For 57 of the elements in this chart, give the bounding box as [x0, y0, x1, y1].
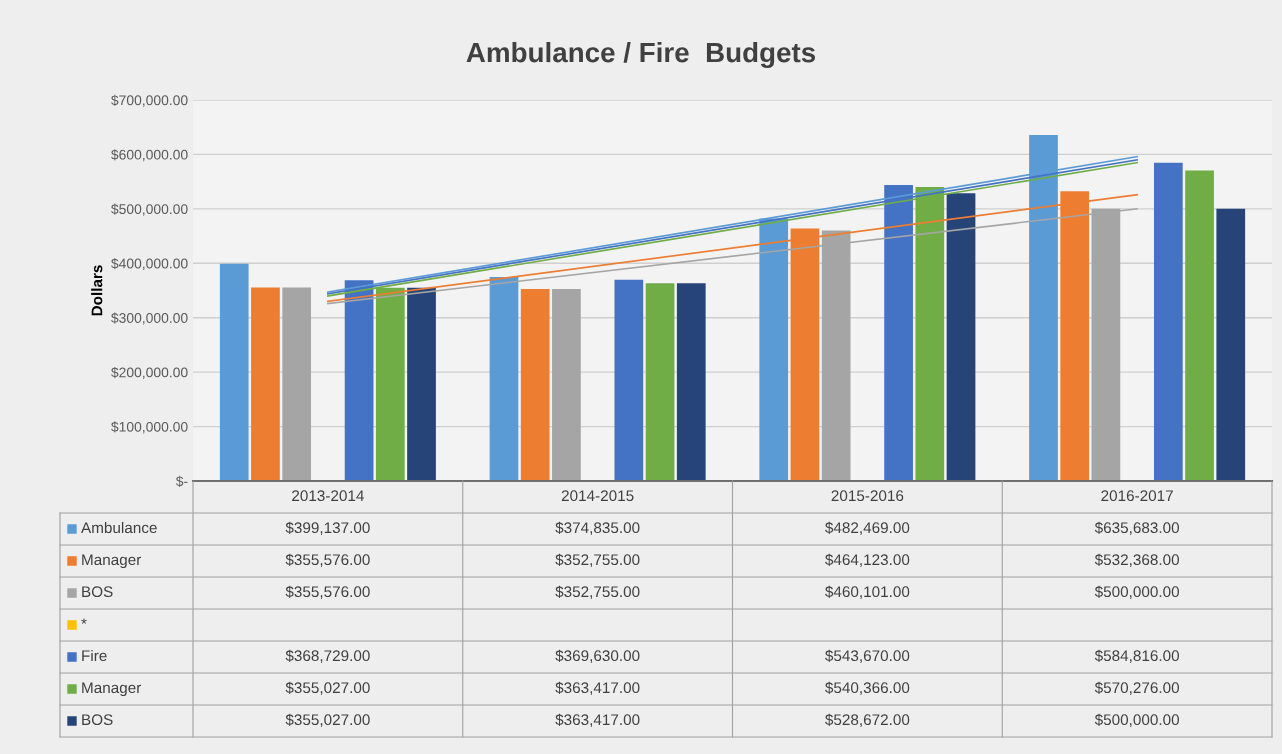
- bar: [489, 276, 519, 481]
- data-label: $355,576.00: [285, 553, 370, 567]
- data-label: $352,755.00: [555, 585, 640, 599]
- data-label: $363,417.00: [555, 713, 640, 727]
- bar: [676, 283, 706, 481]
- bar: [1216, 208, 1246, 481]
- chart-title: Ambulance / Fire Budgets: [466, 41, 816, 69]
- data-label: $460,101.00: [825, 585, 910, 599]
- bar: [1185, 170, 1214, 481]
- data-label: $482,469.00: [825, 521, 910, 535]
- data-label: $543,670.00: [825, 649, 910, 663]
- legend-label: BOS: [82, 586, 113, 598]
- y-tick-label: $500,000.00: [111, 203, 188, 216]
- data-label: $528,672.00: [825, 713, 910, 727]
- data-label: $500,000.00: [1094, 585, 1180, 599]
- data-label: $355,576.00: [285, 585, 370, 599]
- data-label: $464,123.00: [825, 553, 910, 567]
- y-axis-title: Dollars: [91, 265, 103, 316]
- data-label: $635,683.00: [1094, 521, 1180, 535]
- data-label: $355,027.00: [285, 681, 370, 695]
- data-label: $363,417.00: [555, 681, 640, 695]
- data-label: $399,137.00: [285, 521, 370, 535]
- data-label: $369,630.00: [555, 649, 640, 663]
- legend-label: BOS: [82, 714, 113, 726]
- y-tick-label: $600,000.00: [111, 149, 188, 162]
- bar: [251, 287, 280, 481]
- y-tick-label: $700,000.00: [111, 94, 188, 107]
- legend-label: Manager: [82, 554, 142, 569]
- x-tick-label: 2013-2014: [292, 490, 364, 502]
- y-tick-label: $100,000.00: [111, 421, 188, 434]
- legend-label: Manager: [82, 682, 142, 697]
- data-label: $355,027.00: [285, 713, 370, 727]
- bar: [1153, 162, 1183, 481]
- data-label: $540,366.00: [825, 681, 910, 695]
- y-tick-label: $300,000.00: [111, 312, 188, 325]
- data-label: $352,755.00: [555, 553, 640, 567]
- bar: [219, 263, 249, 481]
- x-tick-label: 2014-2015: [561, 490, 634, 502]
- data-label: $584,816.00: [1094, 649, 1180, 663]
- bar: [407, 287, 436, 481]
- y-tick-label: $-: [175, 475, 188, 487]
- data-label: $374,835.00: [555, 521, 640, 535]
- legend-label: Ambulance: [81, 521, 157, 534]
- x-tick-label: 2016-2017: [1101, 490, 1173, 502]
- bar: [645, 283, 675, 481]
- bar: [614, 279, 644, 481]
- legend-label: Fire: [82, 649, 107, 662]
- y-tick-label: $200,000.00: [111, 366, 188, 379]
- data-label: $532,368.00: [1094, 553, 1180, 567]
- bar: [946, 193, 976, 481]
- x-tick-label: 2015-2016: [831, 490, 904, 502]
- legend-label: *: [81, 618, 87, 624]
- data-label: $500,000.00: [1094, 713, 1180, 727]
- y-tick-label: $400,000.00: [111, 258, 188, 271]
- data-label: $368,729.00: [285, 649, 370, 663]
- data-label: $570,276.00: [1094, 681, 1180, 695]
- bar: [520, 289, 550, 481]
